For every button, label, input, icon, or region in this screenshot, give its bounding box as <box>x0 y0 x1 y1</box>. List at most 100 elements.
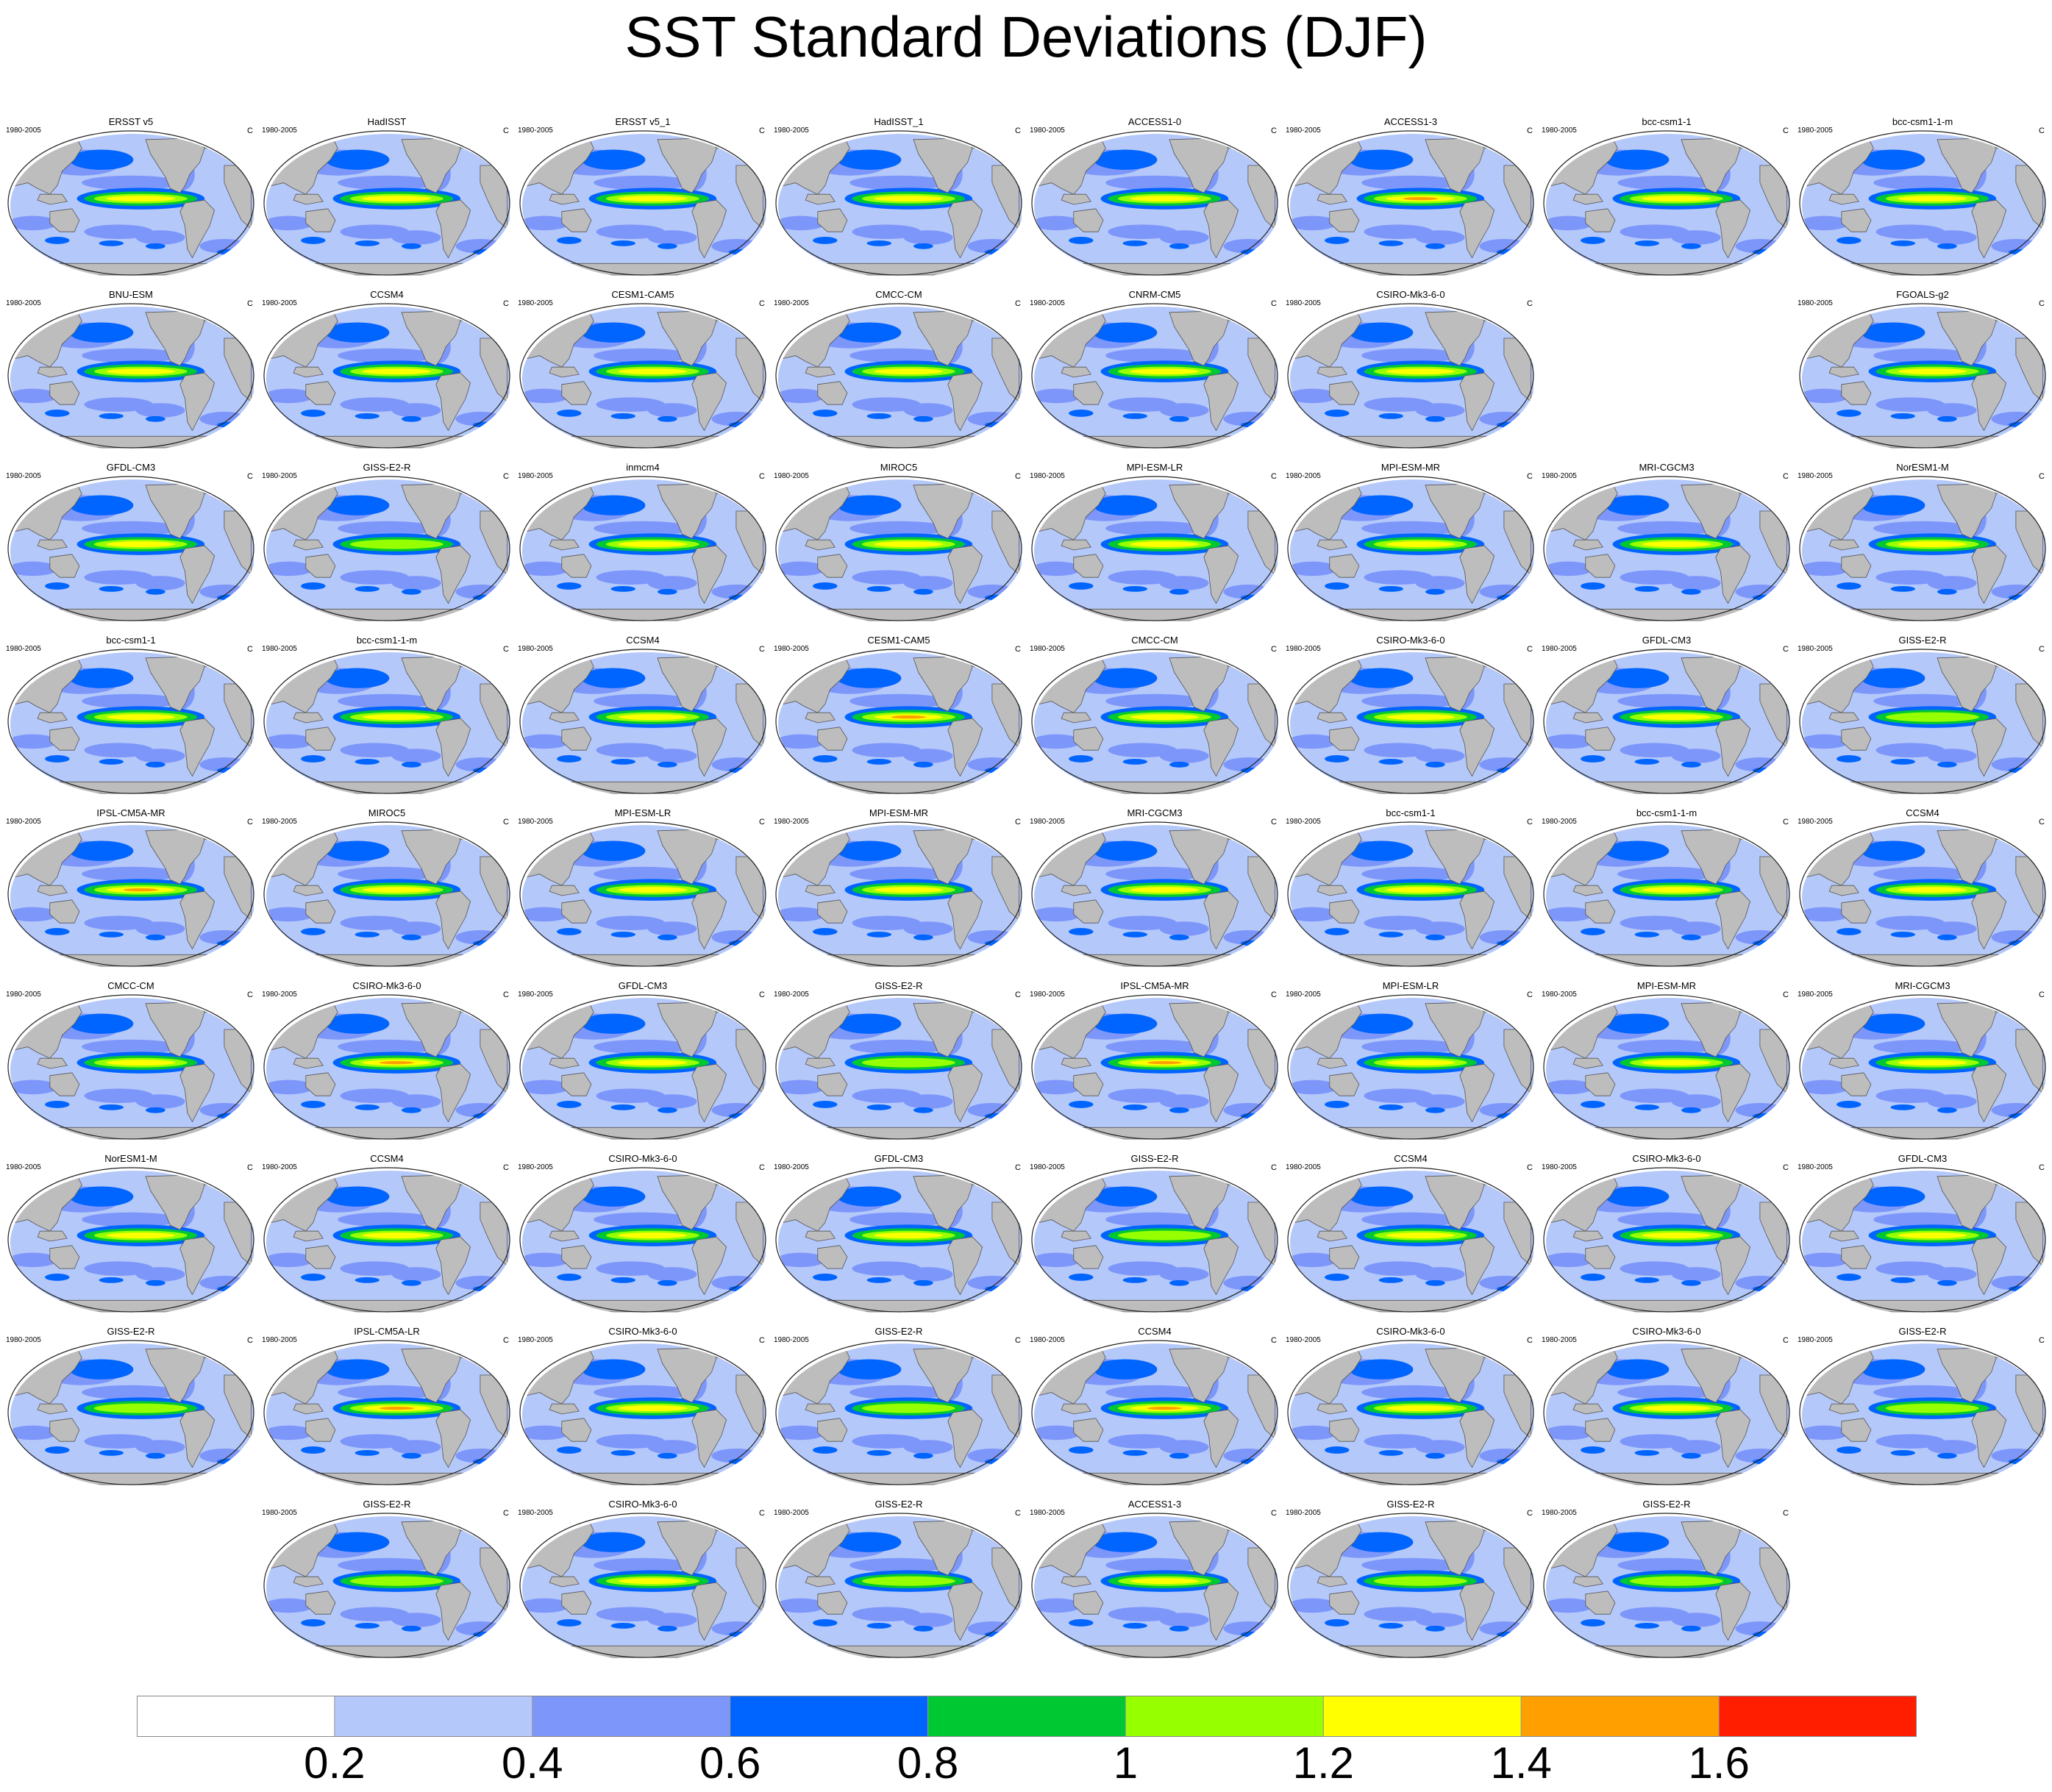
panel-period-label: 1980-2005 <box>262 1509 297 1517</box>
sst-patch-0.7 <box>1169 761 1189 768</box>
sst-patch-0.7 <box>1837 582 1862 590</box>
sst-patch-0.5 <box>10 734 57 749</box>
enso-band <box>1898 196 1967 202</box>
indonesia-landmass <box>37 1403 68 1415</box>
panel-period-label: 1980-2005 <box>262 472 297 480</box>
sst-patch-0.5 <box>852 915 922 930</box>
map-panel: bcc-csm1-1-m 1980-2005 C <box>1542 807 1792 973</box>
sst-patch-0.5 <box>1873 175 1972 190</box>
map-outline <box>519 821 766 967</box>
sst-patch-0.5 <box>266 215 313 231</box>
sst-patch-0.7 <box>301 582 326 590</box>
australia-landmass <box>1073 554 1104 578</box>
sst-patch-0.7 <box>581 322 646 343</box>
sst-patch-0.5 <box>1159 1440 1209 1454</box>
colorbar-labels: 0.2 0.4 0.6 0.8 1 1.2 1.4 1.6 <box>0 1739 2052 1791</box>
sst-patch-0.7 <box>610 585 635 592</box>
panel-model-name: GISS-E2-R <box>874 1499 923 1510</box>
sst-map <box>263 476 510 621</box>
sst-patch-0.5 <box>338 693 436 709</box>
map-panel: CSIRO-Mk3-6-0 1980-2005 C <box>518 1153 768 1318</box>
sst-patch-0.7 <box>1605 149 1670 170</box>
south-america-landmass <box>1971 545 2007 604</box>
greenland-landmass <box>1990 652 2017 667</box>
sst-patch-0.7 <box>402 934 421 940</box>
enso-band <box>362 1232 432 1239</box>
sst-patch-0.7 <box>1605 1013 1670 1034</box>
sst-patch-0.5 <box>1875 915 1945 930</box>
sst-patch-0.7 <box>146 1452 165 1459</box>
sst-patch-0.7 <box>1325 237 1350 244</box>
greenland-landmass <box>1734 1343 1761 1358</box>
map-panel: bcc-csm1-1 1980-2005 C <box>1286 807 1536 973</box>
sst-patch-0.5 <box>522 388 569 404</box>
sst-map <box>775 476 1022 621</box>
antarctica-landmass <box>1828 954 2017 967</box>
map-panel: CMCC-CM 1980-2005 C <box>6 980 256 1146</box>
antarctica-landmass <box>37 1299 225 1313</box>
map-panel: GISS-E2-R 1980-2005 C <box>774 1499 1024 1664</box>
panel-period-label: 1980-2005 <box>1286 1336 1321 1344</box>
south-america-landmass <box>691 1063 727 1123</box>
sst-patch-0.7 <box>658 1625 677 1632</box>
south-america-landmass <box>1459 718 1495 777</box>
sst-patch-0.7 <box>1093 495 1158 515</box>
sst-patch-0.5 <box>1617 1039 1716 1054</box>
enso-band <box>861 1576 955 1586</box>
sst-patch-0.5 <box>84 224 154 239</box>
antarctica-landmass <box>1317 781 1505 794</box>
antarctica-landmass <box>1317 954 1505 967</box>
sst-patch-0.5 <box>1105 1385 1204 1400</box>
panel-units-label: C <box>503 818 509 827</box>
greenland-landmass <box>966 1343 993 1358</box>
sst-patch-0.7 <box>813 928 838 935</box>
enso-band <box>618 196 688 202</box>
indonesia-landmass <box>293 885 324 896</box>
sst-patch-0.7 <box>45 755 70 763</box>
australia-landmass <box>817 727 848 751</box>
sst-patch-0.7 <box>581 495 646 515</box>
sst-patch-0.7 <box>1378 1622 1403 1629</box>
map-panel: bcc-csm1-1 1980-2005 C <box>1542 116 1792 282</box>
sst-patch-0.5 <box>82 175 180 190</box>
indonesia-landmass <box>1572 1403 1603 1415</box>
south-america-landmass <box>691 1236 727 1296</box>
south-america-landmass <box>1459 1236 1495 1296</box>
panel-units-label: C <box>503 1163 509 1172</box>
panel-period-label: 1980-2005 <box>6 299 41 307</box>
australia-landmass <box>1073 1245 1104 1269</box>
greenland-landmass <box>455 1171 481 1185</box>
antarctica-landmass <box>293 608 481 621</box>
sst-map <box>519 476 766 621</box>
greenland-landmass <box>1734 479 1761 494</box>
panel-model-name: ACCESS1-3 <box>1127 1499 1182 1510</box>
greenland-landmass <box>966 652 993 667</box>
sst-patch-0.7 <box>45 1101 70 1108</box>
panel-model-name: CMCC-CM <box>875 289 922 300</box>
panel-period-label: 1980-2005 <box>518 645 553 653</box>
map-outline <box>7 303 254 449</box>
sst-patch-0.7 <box>837 840 902 861</box>
sst-patch-0.5 <box>1361 693 1460 709</box>
sst-patch-0.5 <box>1108 1088 1178 1103</box>
sst-patch-0.7 <box>1581 1446 1606 1454</box>
map-panel: CCSM4 1980-2005 C <box>1798 807 2048 973</box>
sst-patch-0.7 <box>913 1625 933 1632</box>
sst-patch-0.7 <box>1378 758 1403 765</box>
panel-model-name: GISS-E2-R <box>1386 1499 1435 1510</box>
panel-model-name: GFDL-CM3 <box>1642 635 1692 646</box>
australia-landmass <box>1329 727 1360 751</box>
sst-patch-0.7 <box>402 243 421 249</box>
sst-patch-0.7 <box>1349 149 1414 170</box>
sst-patch-0.5 <box>10 561 57 576</box>
panel-units-label: C <box>1015 472 1021 481</box>
sst-patch-0.5 <box>903 1613 953 1627</box>
map-panel: GISS-E2-R 1980-2005 C <box>6 1326 256 1491</box>
australia-landmass <box>305 1418 336 1442</box>
antarctica-landmass <box>805 781 993 794</box>
sst-patch-0.5 <box>1364 224 1433 239</box>
enso-band <box>1386 714 1456 721</box>
map-panel: MIROC5 1980-2005 C <box>262 807 512 973</box>
panel-model-name: IPSL-CM5A-LR <box>354 1326 420 1337</box>
panel-period-label: 1980-2005 <box>6 645 41 653</box>
